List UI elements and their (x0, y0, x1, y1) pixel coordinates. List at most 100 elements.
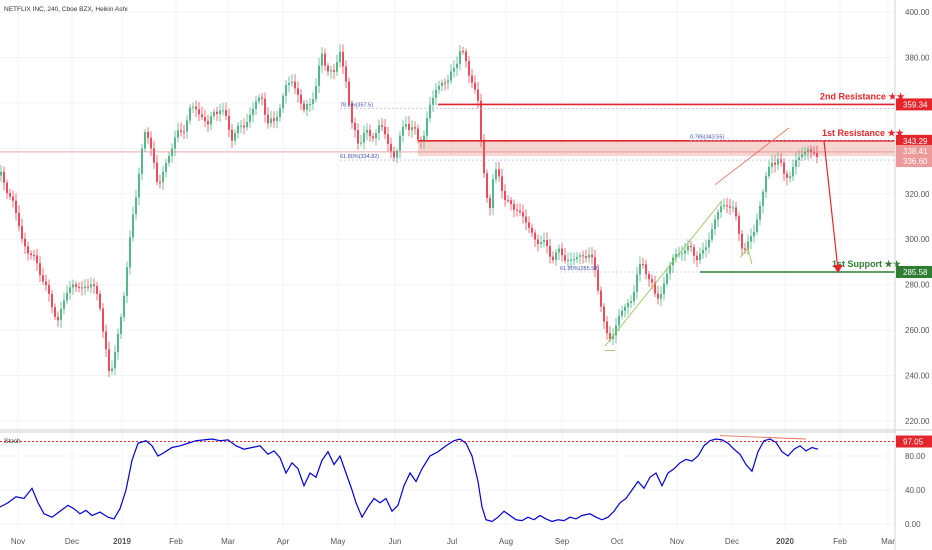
candle-body (480, 100, 482, 140)
candle-body (234, 133, 236, 141)
candle-body (669, 265, 671, 274)
price-tick-label: 400.00 (905, 8, 930, 17)
candle-body (57, 316, 59, 321)
candle-body (381, 125, 383, 127)
candle-body (294, 81, 296, 89)
candle-body (504, 190, 506, 201)
candle-body (552, 256, 554, 260)
candle-body (786, 173, 788, 178)
stoch-level-box (896, 435, 932, 448)
candle-body (630, 301, 632, 304)
candle-body (543, 240, 545, 243)
candle-body (225, 110, 227, 116)
candle-body (279, 108, 281, 118)
fib-label: 61.80%(334.82) (340, 154, 379, 160)
candle-body (327, 65, 329, 72)
candle-body (510, 200, 512, 205)
candle-body (258, 97, 260, 102)
candle-body (378, 125, 380, 134)
stoch-tick-label: 80.00 (905, 452, 926, 461)
candle-body (636, 274, 638, 292)
candle-body (111, 368, 113, 372)
price-label-text: 343.29 (903, 137, 928, 146)
time-axis-label: Dec (65, 537, 79, 546)
price-tick-label: 280.00 (905, 281, 930, 290)
time-axis-label: Mar (221, 537, 235, 546)
candle-body (798, 157, 800, 161)
time-axis-label: 2020 (776, 537, 794, 546)
candle-body (288, 83, 290, 86)
stoch-level-label: 97.05 (903, 438, 924, 447)
candle-body (303, 103, 305, 110)
candle-body (591, 254, 593, 258)
fib-label: 78.6%(357.5) (340, 103, 373, 109)
candle-body (708, 239, 710, 248)
candle-body (753, 232, 755, 237)
candle-body (774, 162, 776, 165)
candle-body (642, 263, 644, 265)
candle-body (660, 294, 662, 299)
candle-body (729, 206, 731, 208)
candle-body (690, 245, 692, 248)
candle-body (783, 162, 785, 174)
time-axis-label: Nov (670, 537, 684, 546)
candle-body (588, 254, 590, 258)
price-tick-label: 220.00 (905, 417, 930, 426)
candle-body (582, 255, 584, 257)
stoch-title: Stoch (4, 438, 21, 445)
candle-body (0, 171, 2, 176)
candle-body (195, 106, 197, 110)
candle-body (273, 118, 275, 121)
candle-body (459, 51, 461, 64)
candle-body (789, 176, 791, 178)
candle-body (120, 317, 122, 334)
candle-body (414, 127, 416, 129)
candle-body (792, 166, 794, 177)
candle-body (801, 154, 803, 158)
candle-body (36, 255, 38, 264)
fib-label: 0.786(343.55) (690, 134, 724, 140)
candle-body (411, 127, 413, 131)
candle-body (456, 63, 458, 69)
candle-body (375, 133, 377, 139)
candle-body (462, 51, 464, 53)
price-label-text: 338.41 (903, 147, 928, 156)
candle-body (201, 114, 203, 118)
candle-body (396, 150, 398, 158)
candle-body (81, 287, 83, 289)
candle-body (525, 216, 527, 223)
candle-body (756, 219, 758, 233)
candle-body (444, 82, 446, 84)
candle-body (471, 75, 473, 83)
candle-body (675, 254, 677, 258)
candle-body (141, 148, 143, 174)
candle-body (213, 111, 215, 117)
candle-body (750, 236, 752, 242)
candle-body (558, 248, 560, 253)
candle-body (84, 286, 86, 289)
candle-body (453, 68, 455, 72)
trend-line-up (604, 200, 723, 347)
candle-body (66, 292, 68, 301)
price-tick-label: 320.00 (905, 190, 930, 199)
candle-body (810, 149, 812, 153)
candle-body (6, 182, 8, 194)
price-tick-label: 260.00 (905, 326, 930, 335)
candle-body (204, 117, 206, 121)
time-axis-label: Dec (725, 537, 739, 546)
candle-body (21, 226, 23, 239)
candle-body (738, 216, 740, 234)
candle-body (12, 196, 14, 201)
candle-body (210, 116, 212, 125)
resistance-zone-rect (418, 140, 895, 157)
candle-body (180, 130, 182, 132)
candle-body (450, 71, 452, 81)
candle-body (516, 209, 518, 211)
candle-body (555, 252, 557, 260)
candle-body (726, 205, 728, 207)
candle-body (423, 135, 425, 142)
candle-body (162, 171, 164, 183)
candle-body (465, 51, 467, 62)
